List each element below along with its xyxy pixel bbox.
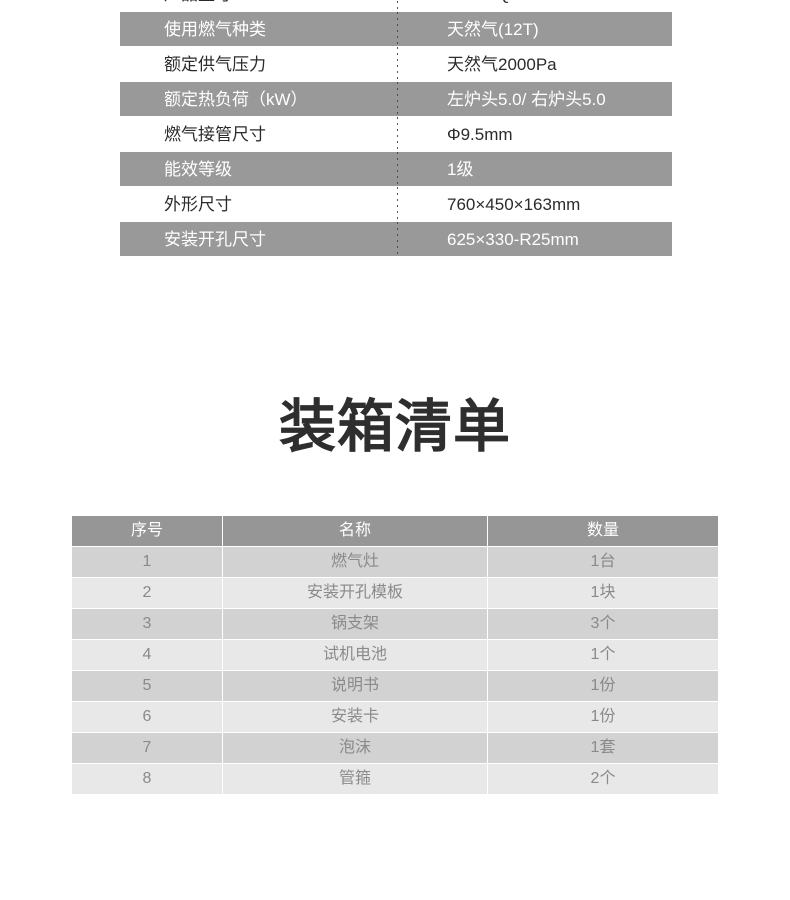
dotted-divider	[397, 222, 398, 256]
dotted-divider	[397, 82, 398, 116]
table-row: 2 安装开孔模板 1块	[72, 578, 718, 608]
packing-list-table: 序号 名称 数量 1 燃气灶 1台 2 安装开孔模板 1块 3 锅支架 3个 4…	[72, 516, 718, 795]
spec-label: 产品型号	[120, 0, 397, 3]
cell-name: 试机电池	[223, 640, 487, 670]
cell-index: 3	[72, 609, 222, 639]
spec-label: 外形尺寸	[164, 194, 232, 214]
dotted-divider	[397, 152, 398, 186]
cell-quantity: 1块	[488, 578, 718, 608]
cell-quantity: 1份	[488, 702, 718, 732]
spec-row: 能效等级 1级	[120, 152, 672, 186]
table-row: 7 泡沫 1套	[72, 733, 718, 763]
cell-name: 说明书	[223, 671, 487, 701]
spec-label: 额定供气压力	[164, 54, 266, 74]
spec-row: 安装开孔尺寸 625×330-R25mm	[120, 222, 672, 256]
cell-index: 8	[72, 764, 222, 794]
cell-name: 锅支架	[223, 609, 487, 639]
cell-name: 燃气灶	[223, 547, 487, 577]
spec-value: 天然气2000Pa	[447, 54, 557, 74]
cell-quantity: 1台	[488, 547, 718, 577]
cell-index: 4	[72, 640, 222, 670]
spec-value: 625×330-R25mm	[447, 229, 579, 249]
table-row: 4 试机电池 1个	[72, 640, 718, 670]
dotted-divider	[397, 0, 398, 11]
table-row: 6 安装卡 1份	[72, 702, 718, 732]
spec-row: 外形尺寸 760×450×163mm	[120, 187, 672, 221]
column-header-quantity: 数量	[488, 516, 718, 546]
cell-quantity: 2个	[488, 764, 718, 794]
specification-table: 产品型号 JZY/T-Q513-B 使用燃气种类 天然气(12T) 额定供气压力…	[120, 0, 672, 257]
table-row: 8 管箍 2个	[72, 764, 718, 794]
spec-value: 左炉头5.0/ 右炉头5.0	[447, 89, 606, 109]
cell-index: 2	[72, 578, 222, 608]
spec-row: 燃气接管尺寸 Φ9.5mm	[120, 117, 672, 151]
cell-quantity: 1套	[488, 733, 718, 763]
column-header-index: 序号	[72, 516, 222, 546]
spec-value: Φ9.5mm	[447, 124, 513, 144]
spec-label: 能效等级	[164, 159, 232, 179]
cell-quantity: 3个	[488, 609, 718, 639]
cell-name: 管箍	[223, 764, 487, 794]
table-header-row: 序号 名称 数量	[72, 516, 718, 546]
table-row: 5 说明书 1份	[72, 671, 718, 701]
cell-index: 6	[72, 702, 222, 732]
cell-name: 安装卡	[223, 702, 487, 732]
table-row: 1 燃气灶 1台	[72, 547, 718, 577]
cell-index: 5	[72, 671, 222, 701]
spec-row: 额定供气压力 天然气2000Pa	[120, 47, 672, 81]
cell-name: 安装开孔模板	[223, 578, 487, 608]
cell-index: 1	[72, 547, 222, 577]
cell-name: 泡沫	[223, 733, 487, 763]
column-header-name: 名称	[223, 516, 487, 546]
dotted-divider	[397, 187, 398, 221]
spec-row: 产品型号 JZY/T-Q513-B	[120, 0, 672, 11]
spec-value: 1级	[447, 159, 474, 179]
spec-value: 天然气(12T)	[447, 19, 539, 39]
dotted-divider	[397, 117, 398, 151]
dotted-divider	[397, 47, 398, 81]
cell-quantity: 1个	[488, 640, 718, 670]
spec-value: 760×450×163mm	[447, 194, 581, 214]
spec-label: 安装开孔尺寸	[164, 229, 266, 249]
table-row: 3 锅支架 3个	[72, 609, 718, 639]
spec-label: 使用燃气种类	[164, 19, 266, 39]
spec-row: 额定热负荷（kW） 左炉头5.0/ 右炉头5.0	[120, 82, 672, 116]
dotted-divider	[397, 12, 398, 46]
cell-quantity: 1份	[488, 671, 718, 701]
cell-index: 7	[72, 733, 222, 763]
spec-label: 额定热负荷（kW）	[164, 89, 308, 109]
spec-label: 燃气接管尺寸	[164, 124, 266, 144]
page-title: 装箱清单	[279, 395, 511, 459]
spec-row: 使用燃气种类 天然气(12T)	[120, 12, 672, 46]
spec-value: JZY/T-Q513-B	[397, 0, 672, 3]
